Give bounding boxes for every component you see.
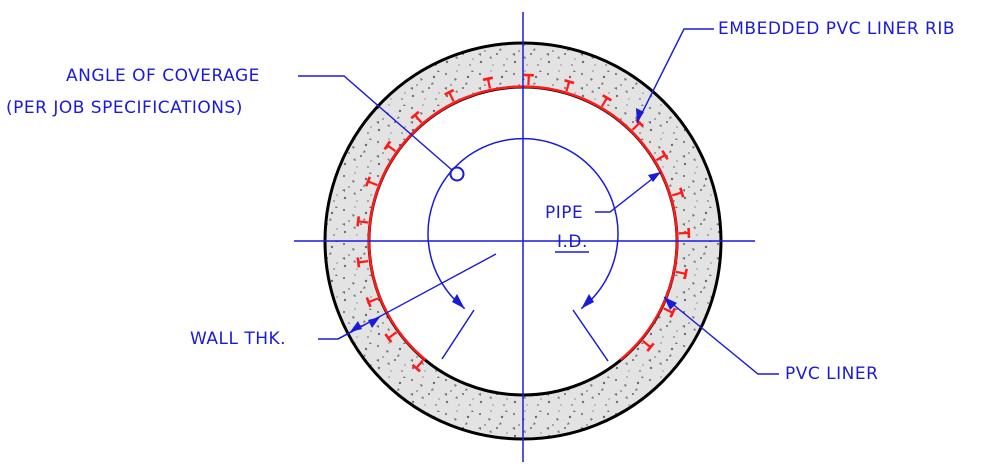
coverage-angle-marker — [451, 168, 464, 181]
liner-rib — [358, 221, 368, 222]
liner-rib-flange — [358, 216, 359, 226]
wall-thickness-label: WALL THK. — [190, 329, 286, 349]
liner-rib — [679, 233, 689, 234]
pipe-id-label: I.D. — [557, 232, 588, 252]
coverage-arrowhead-left — [452, 294, 465, 309]
pipe-label: PIPE — [545, 203, 583, 223]
angle-of-coverage-note: (PER JOB SPECIFICATIONS) — [6, 98, 243, 118]
liner-rib — [358, 261, 368, 262]
embedded-rib-label: EMBEDDED PVC LINER RIB — [718, 19, 955, 39]
pvc-liner-label: PVC LINER — [785, 364, 878, 384]
coverage-arrowhead-right — [581, 294, 594, 309]
liner-rib-flange — [358, 257, 359, 267]
coverage-limit-left — [442, 310, 474, 359]
coverage-limit-right — [573, 310, 608, 361]
angle-of-coverage-label: ANGLE OF COVERAGE — [66, 66, 260, 86]
